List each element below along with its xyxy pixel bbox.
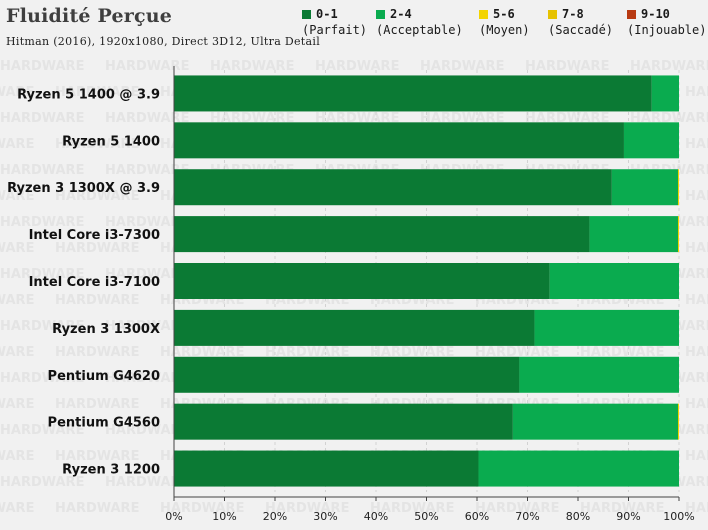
legend-swatch [627, 9, 636, 19]
legend-range: 0-1 [316, 7, 338, 21]
x-tick-label: 90% [616, 510, 640, 523]
legend-swatch [376, 9, 385, 19]
bar-segment [677, 216, 679, 253]
chart-legend: 0-1 (Parfait) 2-4 (Acceptable) 5-6 (Moye… [0, 6, 708, 46]
bar-segment [589, 216, 678, 253]
chart-title: Fluidité Perçue [6, 5, 173, 27]
category-label: Pentium G4560 [48, 416, 160, 431]
legend-item-9-10: 9-10 (Injouable) [627, 6, 706, 38]
legend-range: 9-10 [641, 7, 670, 21]
legend-swatch [302, 9, 311, 19]
legend-label: (Moyen) [479, 23, 530, 37]
bar-segment [512, 403, 678, 440]
bar-segment [174, 356, 520, 393]
bar-segment [611, 169, 678, 206]
bar-segment [534, 309, 679, 346]
x-tick-label: 100% [663, 510, 694, 523]
bar-segment [174, 122, 624, 159]
x-tick-label: 50% [414, 510, 438, 523]
category-label: Ryzen 3 1300X [52, 322, 160, 337]
x-tick-label: 30% [313, 510, 337, 523]
bar-segment [174, 216, 590, 253]
bar-segment [174, 263, 550, 299]
bar-segment [478, 450, 679, 487]
legend-range: 2-4 [390, 7, 412, 21]
bar-segment [174, 169, 612, 206]
category-label: Intel Core i3-7100 [29, 275, 160, 290]
legend-label: (Injouable) [627, 23, 707, 37]
bar-segment [549, 263, 679, 299]
bar-segment [174, 75, 652, 112]
legend-item-0-1: 0-1 (Parfait) [302, 6, 367, 38]
legend-label: (Saccadé) [548, 23, 614, 37]
bar-segment [519, 356, 679, 393]
legend-label: (Parfait) [302, 23, 368, 37]
bar-segment [677, 403, 679, 440]
category-label: Ryzen 3 1300X @ 3.9 [7, 181, 160, 196]
bar-segment [623, 122, 679, 159]
bar-segment [174, 450, 479, 487]
legend-item-7-8: 7-8 (Saccadé) [548, 6, 613, 38]
x-tick-label: 60% [465, 510, 489, 523]
category-label: Ryzen 5 1400 @ 3.9 [17, 87, 160, 102]
x-tick-label: 70% [515, 510, 539, 523]
x-tick-label: 10% [212, 510, 236, 523]
bar-segment [174, 403, 513, 440]
legend-range: 7-8 [562, 7, 584, 21]
legend-item-2-4: 2-4 (Acceptable) [376, 6, 463, 38]
category-label: Ryzen 3 1200 [62, 463, 160, 478]
legend-range: 5-6 [493, 7, 515, 21]
legend-swatch [479, 9, 488, 19]
bar-segment [677, 169, 679, 206]
legend-item-5-6: 5-6 (Moyen) [479, 6, 530, 38]
bar-segment [174, 309, 535, 346]
legend-swatch [548, 9, 557, 19]
x-tick-label: 0% [165, 510, 182, 523]
bar-segment [651, 75, 679, 112]
x-tick-label: 40% [364, 510, 388, 523]
category-label: Intel Core i3-7300 [29, 228, 160, 243]
legend-label: (Acceptable) [376, 23, 463, 37]
x-tick-label: 80% [566, 510, 590, 523]
category-label: Ryzen 5 1400 [62, 134, 160, 149]
x-tick-label: 20% [263, 510, 287, 523]
chart-subtitle: Hitman (2016), 1920x1080, Direct 3D12, U… [6, 35, 321, 48]
category-label: Pentium G4620 [48, 369, 160, 384]
